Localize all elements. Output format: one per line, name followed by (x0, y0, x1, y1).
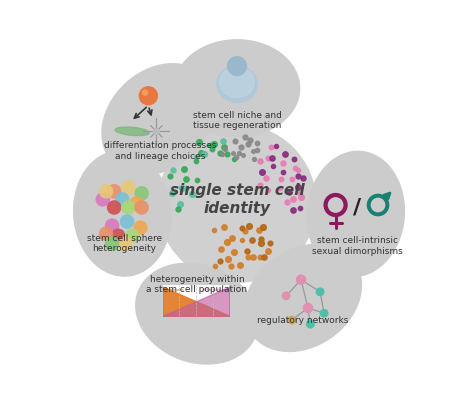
Ellipse shape (158, 125, 316, 282)
Circle shape (138, 86, 158, 105)
Circle shape (287, 316, 296, 324)
Circle shape (99, 226, 113, 241)
Text: /: / (353, 198, 361, 218)
Ellipse shape (73, 151, 171, 276)
Circle shape (367, 194, 389, 216)
Circle shape (319, 309, 328, 318)
Ellipse shape (245, 244, 362, 351)
Ellipse shape (220, 67, 254, 97)
Text: differentiation processes
and lineage choices: differentiation processes and lineage ch… (104, 142, 217, 161)
Ellipse shape (307, 151, 404, 276)
Circle shape (134, 186, 149, 201)
Circle shape (105, 236, 119, 251)
Circle shape (282, 291, 291, 300)
Circle shape (129, 196, 144, 211)
Circle shape (323, 193, 348, 217)
Circle shape (105, 219, 119, 233)
Text: single stem cell
identity: single stem cell identity (170, 183, 304, 216)
Circle shape (306, 319, 315, 328)
Circle shape (96, 192, 110, 207)
Circle shape (125, 228, 140, 243)
Circle shape (107, 184, 121, 199)
Circle shape (118, 236, 133, 251)
Circle shape (120, 214, 134, 229)
Circle shape (328, 197, 344, 213)
Ellipse shape (217, 66, 257, 103)
Ellipse shape (115, 127, 149, 136)
Circle shape (296, 274, 306, 285)
Ellipse shape (136, 263, 258, 364)
Circle shape (153, 128, 160, 135)
Circle shape (371, 198, 385, 212)
Text: stem cell-intrinsic
sexual dimorphisms: stem cell-intrinsic sexual dimorphisms (312, 236, 403, 256)
Circle shape (134, 200, 149, 215)
Circle shape (107, 200, 121, 215)
Circle shape (99, 184, 113, 199)
Text: heterogeneity within
a stem cell population: heterogeneity within a stem cell populat… (146, 275, 247, 294)
Circle shape (121, 200, 136, 215)
Circle shape (133, 221, 148, 235)
Circle shape (111, 228, 126, 243)
Ellipse shape (174, 40, 300, 137)
Ellipse shape (102, 64, 215, 175)
Circle shape (115, 192, 129, 207)
Circle shape (316, 287, 325, 296)
Circle shape (227, 56, 247, 76)
Text: stem cell niche and
tissue regeneration: stem cell niche and tissue regeneration (192, 111, 282, 130)
Text: regulatory networks: regulatory networks (257, 316, 349, 325)
Circle shape (121, 180, 136, 195)
Circle shape (303, 303, 313, 313)
Text: stem cell sphere
heterogeneity: stem cell sphere heterogeneity (87, 234, 162, 253)
Circle shape (142, 89, 148, 96)
